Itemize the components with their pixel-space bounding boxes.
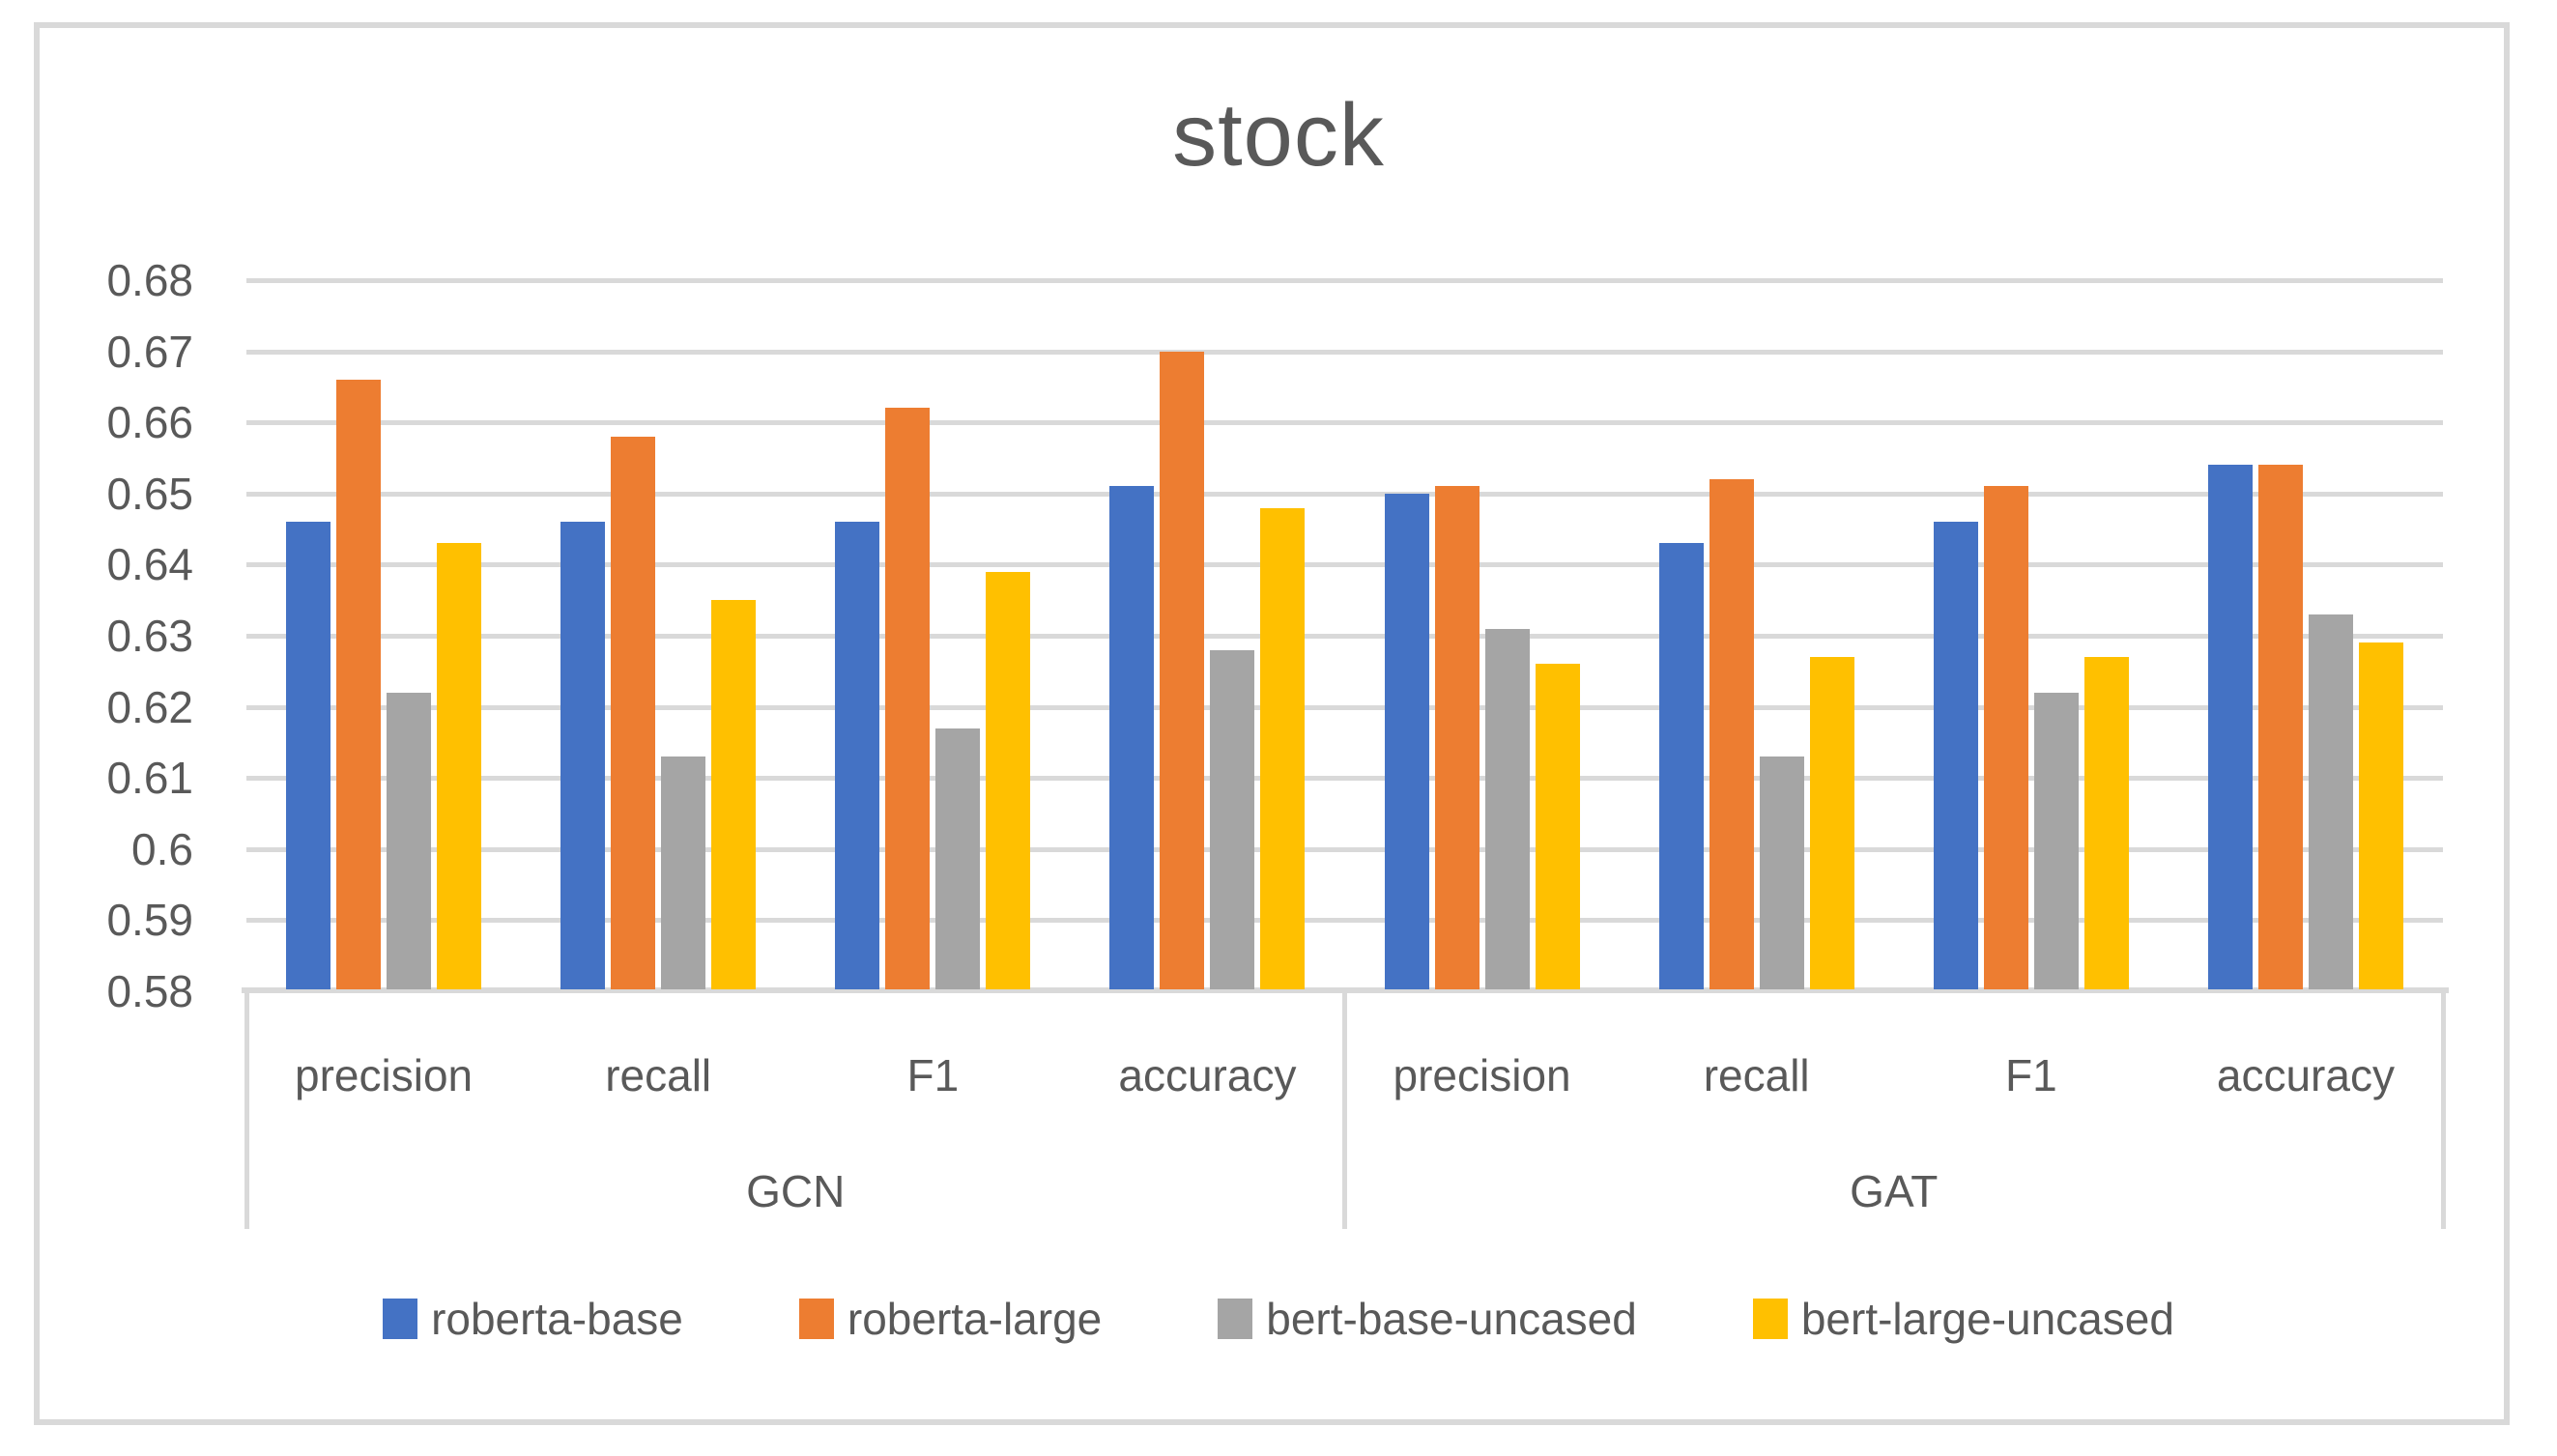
- y-axis-tick-label: 0.66: [106, 397, 193, 448]
- gridline: [246, 704, 2443, 710]
- x-axis-category-label: F1: [2004, 1050, 2057, 1100]
- x-axis-category-label: F1: [906, 1050, 960, 1100]
- x-axis-category-label: recall: [1703, 1050, 1810, 1100]
- bar-bert-large-uncased: [1535, 664, 1580, 989]
- x-axis-group-label: GCN: [746, 1166, 846, 1216]
- legend-item-roberta-large: roberta-large: [798, 1293, 1103, 1345]
- bar-bert-base-uncased: [1484, 628, 1530, 989]
- gridline: [246, 278, 2443, 283]
- y-axis-tick-label: 0.6: [131, 823, 193, 874]
- bar-bert-base-uncased: [1759, 757, 1804, 989]
- bar-roberta-large: [2257, 465, 2303, 989]
- bar-roberta-base: [1384, 493, 1429, 989]
- bar-bert-base-uncased: [2033, 692, 2079, 989]
- category-separator-line: [244, 987, 249, 1229]
- bar-roberta-large: [1434, 486, 1480, 989]
- bar-bert-large-uncased: [437, 543, 482, 989]
- x-axis-category-label: precision: [295, 1050, 474, 1100]
- legend-marker-icon: [383, 1299, 418, 1339]
- bar-bert-large-uncased: [986, 571, 1031, 989]
- legend-label: roberta-large: [847, 1294, 1103, 1344]
- legend-item-roberta-base: roberta-base: [383, 1293, 683, 1345]
- bar-bert-large-uncased: [2083, 657, 2129, 989]
- bar-bert-large-uncased: [2358, 642, 2403, 989]
- gridline: [246, 776, 2443, 782]
- legend-item-bert-base-uncased: bert-base-uncased: [1218, 1293, 1637, 1345]
- legend-marker-icon: [1218, 1299, 1253, 1339]
- bar-roberta-large: [885, 408, 931, 989]
- bar-bert-large-uncased: [711, 600, 757, 989]
- y-axis-tick-label: 0.64: [106, 539, 193, 590]
- y-axis-tick-label: 0.58: [106, 966, 193, 1016]
- bar-bert-large-uncased: [1809, 657, 1854, 989]
- gridline: [246, 634, 2443, 639]
- bar-bert-base-uncased: [935, 728, 981, 989]
- category-separator-line: [1342, 987, 1347, 1229]
- legend-label: bert-base-uncased: [1266, 1294, 1637, 1344]
- y-axis-tick-label: 0.67: [106, 326, 193, 377]
- bar-roberta-large: [1983, 486, 2028, 989]
- bar-roberta-base: [286, 522, 331, 989]
- y-axis-tick-label: 0.59: [106, 895, 193, 946]
- legend-label: roberta-base: [431, 1294, 683, 1344]
- bar-roberta-base: [1658, 543, 1704, 989]
- gridline: [246, 491, 2443, 497]
- legend-marker-icon: [798, 1299, 834, 1339]
- gridline: [246, 420, 2443, 426]
- y-axis-tick-label: 0.63: [106, 611, 193, 661]
- bar-roberta-base: [1933, 522, 1978, 989]
- y-axis-tick-label: 0.61: [106, 753, 193, 804]
- gridline: [246, 562, 2443, 568]
- gridline: [246, 846, 2443, 852]
- bar-bert-base-uncased: [1210, 649, 1255, 989]
- category-separator-line: [2440, 987, 2446, 1229]
- bar-roberta-large: [336, 380, 382, 989]
- y-axis-tick-label: 0.65: [106, 468, 193, 519]
- chart-title: stock: [1172, 86, 1385, 185]
- gridline: [246, 349, 2443, 355]
- y-axis-tick-label: 0.62: [106, 681, 193, 732]
- x-axis-category-label: accuracy: [2216, 1050, 2395, 1100]
- bar-roberta-base: [835, 522, 880, 989]
- y-axis-tick-label: 0.68: [106, 255, 193, 305]
- bar-roberta-base: [1109, 486, 1155, 989]
- x-axis-category-label: precision: [1393, 1050, 1571, 1100]
- bar-roberta-base: [560, 522, 606, 989]
- gridline: [246, 918, 2443, 924]
- x-axis-group-label: GAT: [1850, 1166, 1939, 1216]
- bar-bert-large-uncased: [1260, 507, 1306, 989]
- legend-label: bert-large-uncased: [1800, 1294, 2174, 1344]
- bar-roberta-base: [2207, 465, 2253, 989]
- bar-roberta-large: [1160, 351, 1205, 989]
- legend: roberta-base roberta-large bert-base-uncas…: [0, 1293, 2557, 1345]
- bar-bert-base-uncased: [2308, 614, 2353, 989]
- legend-marker-icon: [1752, 1299, 1788, 1339]
- x-axis-category-label: recall: [605, 1050, 712, 1100]
- legend-item-bert-large-uncased: bert-large-uncased: [1752, 1293, 2174, 1345]
- bar-roberta-large: [1709, 479, 1754, 989]
- bar-bert-base-uncased: [387, 692, 432, 989]
- bar-roberta-large: [611, 436, 656, 989]
- x-axis-category-label: accuracy: [1118, 1050, 1297, 1100]
- bar-bert-base-uncased: [661, 757, 706, 989]
